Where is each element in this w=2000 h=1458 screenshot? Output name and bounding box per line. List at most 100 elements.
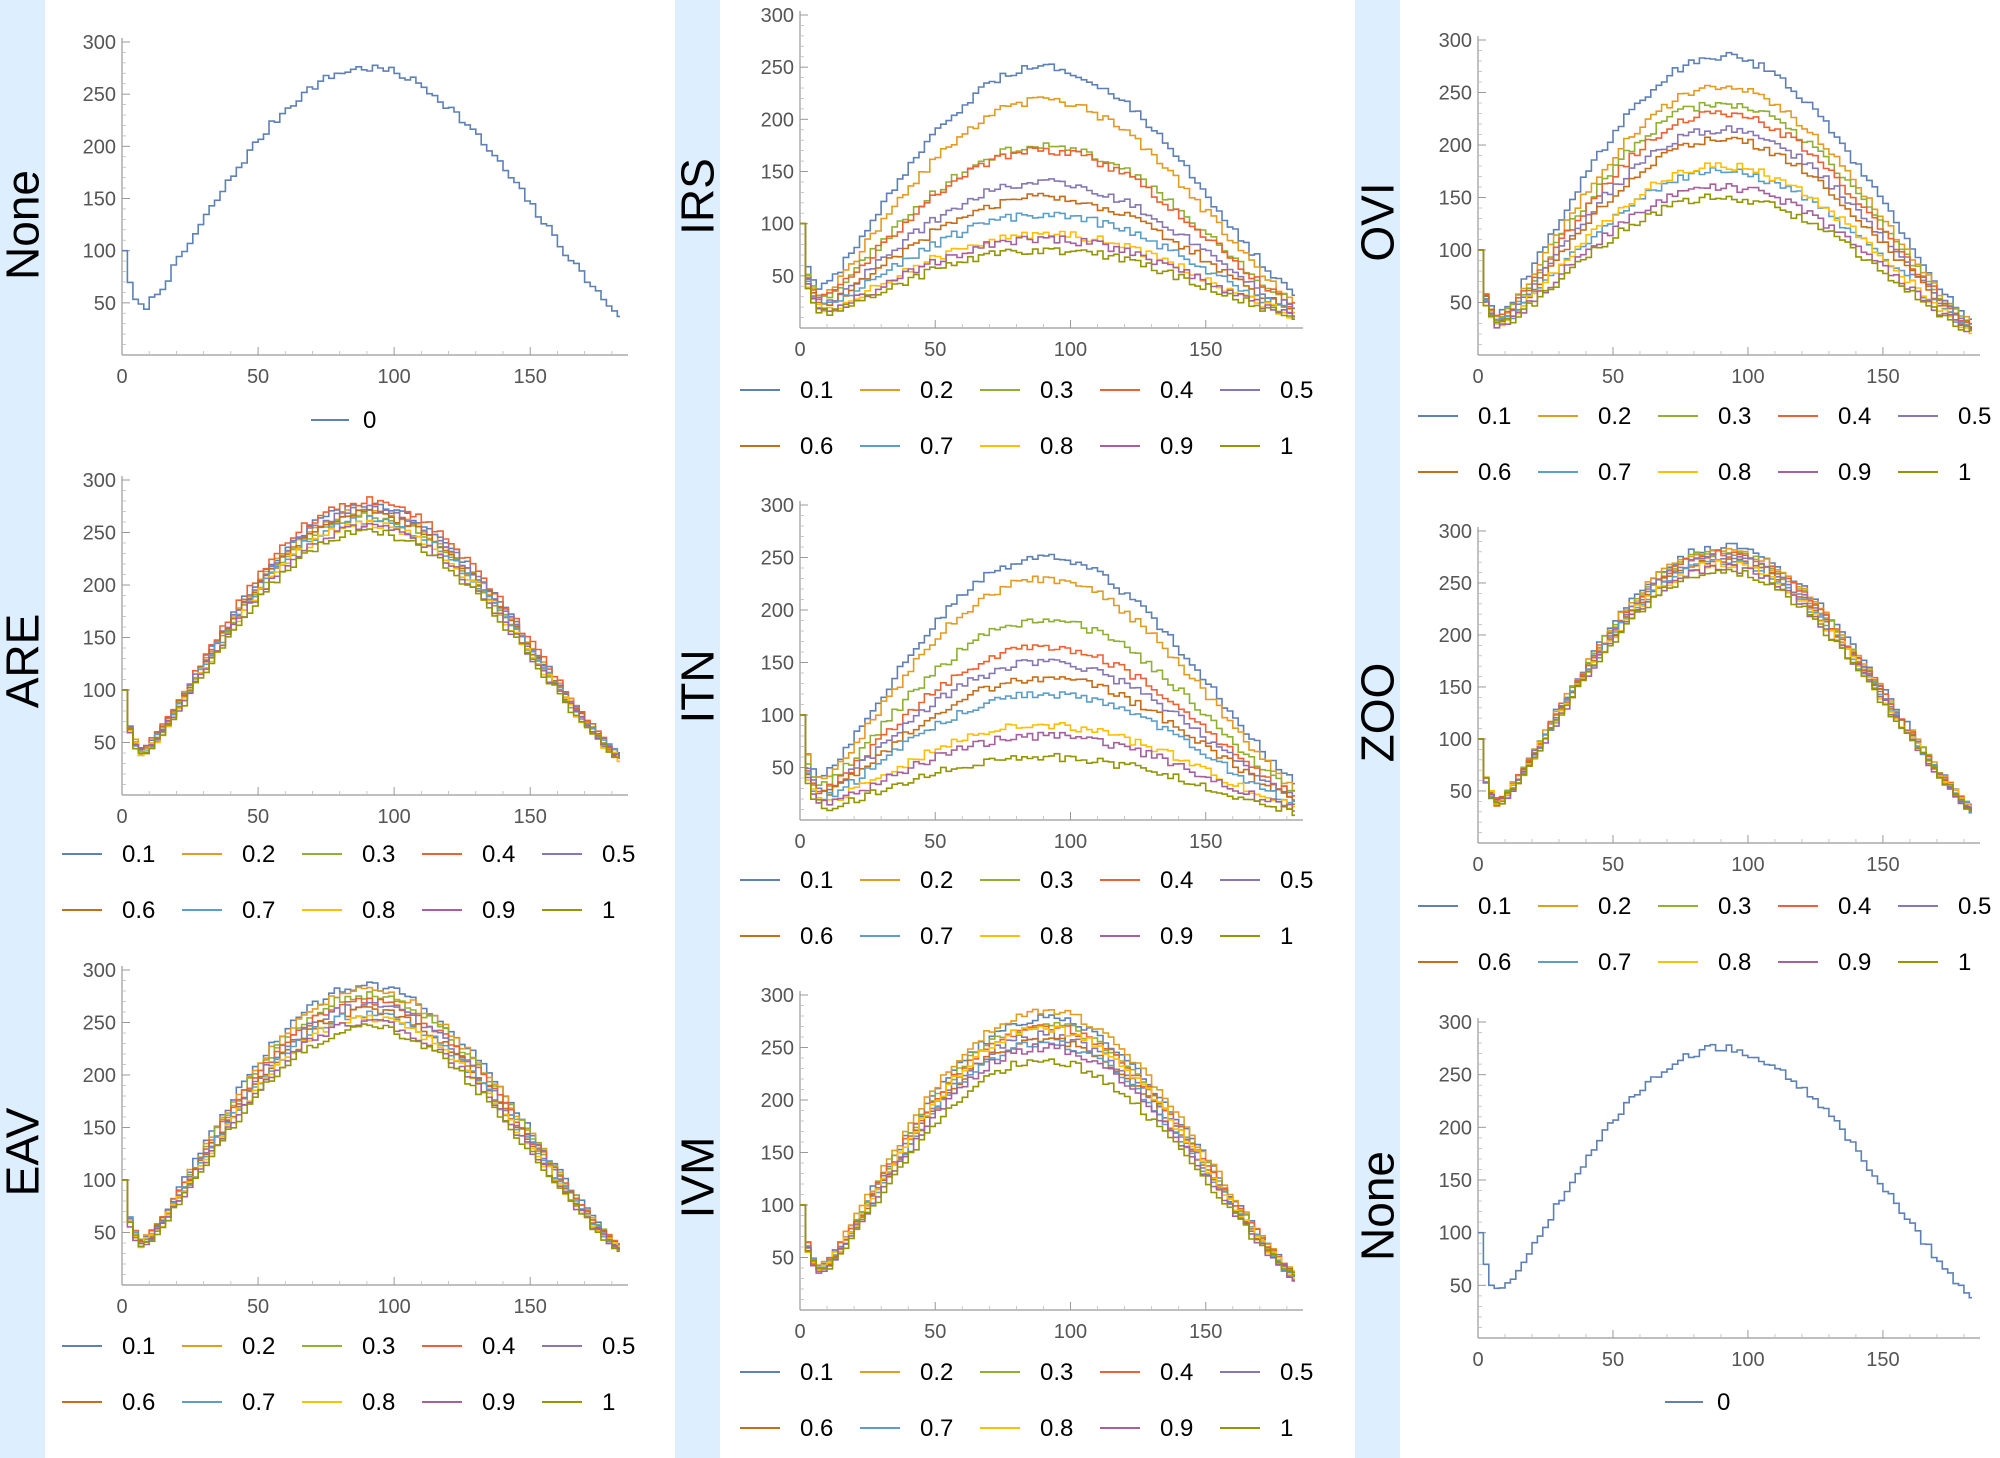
legend-label: 1 [1280, 433, 1293, 460]
series-line-0.3 [122, 991, 620, 1252]
y-tick-label: 200 [83, 136, 116, 158]
label-band-1 [675, 0, 720, 1458]
x-tick-label: 150 [1189, 339, 1222, 361]
y-tick-label: 250 [761, 548, 794, 570]
y-tick-label: 100 [1439, 240, 1472, 262]
legend-label: 0.6 [800, 1415, 833, 1442]
legend-label: 0.2 [1598, 403, 1631, 430]
label-band-2 [1355, 0, 1400, 1458]
row-label: ITN [672, 649, 724, 723]
series-line-0 [1478, 1043, 1972, 1299]
y-tick-label: 300 [761, 495, 794, 517]
legend-label: 1 [1958, 949, 1971, 976]
series-line-0.1 [122, 981, 620, 1246]
series-line-1 [800, 222, 1295, 320]
legend-label: 0.7 [920, 1415, 953, 1442]
legend-label: 0 [363, 407, 376, 434]
series-line-0.3 [1478, 101, 1972, 328]
series-line-0.4 [1478, 549, 1972, 806]
series-line-0.6 [800, 1037, 1295, 1274]
chart-panel-5: IVM 50 100 150 200 250 300 0 50 100 150 0.1 0.2 0.3 0.… [672, 985, 1314, 1442]
legend-label: 0.5 [1958, 893, 1991, 920]
series-line-0.4 [800, 1024, 1295, 1277]
x-tick-label: 50 [1602, 854, 1624, 876]
series-line-0.3 [1478, 549, 1972, 813]
series-line-1 [800, 714, 1295, 817]
y-tick-label: 100 [1439, 729, 1472, 751]
row-label: ARE [0, 614, 49, 709]
legend-label: 0.1 [1478, 403, 1511, 430]
legend-label: 0.1 [800, 867, 833, 894]
row-label: IVM [672, 1137, 724, 1219]
series-line-1 [1478, 568, 1972, 812]
series-line-0.7 [800, 1040, 1295, 1277]
series-line-1 [122, 528, 620, 759]
series-line-0.4 [1478, 110, 1972, 330]
series-line-0.5 [1478, 125, 1972, 327]
y-tick-label: 150 [761, 1143, 794, 1165]
x-tick-label: 150 [1866, 1349, 1899, 1371]
y-tick-label: 150 [761, 653, 794, 675]
x-tick-label: 0 [1472, 366, 1483, 388]
legend-label: 1 [602, 897, 615, 924]
y-tick-label: 200 [761, 1090, 794, 1112]
legend-label: 0.4 [1160, 1359, 1193, 1386]
x-tick-label: 0 [116, 1296, 127, 1318]
y-tick-label: 100 [1439, 1223, 1472, 1245]
y-tick-label: 200 [1439, 625, 1472, 647]
legend-label: 0.9 [1838, 459, 1871, 486]
series-line-0.7 [800, 691, 1295, 804]
series-line-0.8 [1478, 162, 1972, 335]
legend-label: 0.5 [1280, 377, 1313, 404]
legend-label: 0.6 [800, 433, 833, 460]
legend-label: 0.4 [1160, 867, 1193, 894]
y-tick-label: 100 [83, 241, 116, 263]
x-tick-label: 50 [924, 339, 946, 361]
y-tick-label: 150 [83, 189, 116, 211]
x-tick-label: 100 [377, 1296, 410, 1318]
y-tick-label: 300 [761, 985, 794, 1007]
series-line-0.7 [800, 211, 1295, 318]
series-line-0.2 [800, 96, 1295, 304]
row-label: IRS [672, 158, 724, 235]
x-tick-label: 150 [1866, 366, 1899, 388]
legend-label: 0.7 [1598, 949, 1631, 976]
chart-panel-6: OVI 50 100 150 200 250 300 0 50 100 150 0.1 0.2 0.3 0.… [1352, 30, 1992, 486]
y-tick-label: 250 [83, 523, 116, 545]
y-tick-label: 200 [761, 109, 794, 131]
y-tick-label: 150 [1439, 188, 1472, 210]
x-tick-label: 100 [1731, 1349, 1764, 1371]
legend-label: 0.9 [482, 1389, 515, 1416]
x-tick-label: 100 [1731, 366, 1764, 388]
legend-label: 0.8 [1040, 923, 1073, 950]
legend-label: 0.3 [1040, 867, 1073, 894]
series-line-0.9 [800, 714, 1295, 812]
series-line-0.8 [122, 1014, 620, 1249]
series-line-0.9 [122, 1018, 620, 1250]
x-tick-label: 50 [924, 1321, 946, 1343]
series-line-0.8 [1478, 559, 1972, 807]
y-tick-label: 250 [761, 57, 794, 79]
y-tick-label: 200 [83, 575, 116, 597]
legend-label: 0.5 [1280, 867, 1313, 894]
x-tick-label: 150 [514, 366, 547, 388]
y-tick-label: 250 [83, 84, 116, 106]
legend-label: 0.1 [1478, 893, 1511, 920]
legend-label: 0.4 [1160, 377, 1193, 404]
series-line-1 [122, 1023, 620, 1253]
y-tick-label: 100 [83, 680, 116, 702]
legend-label: 0.8 [1040, 1415, 1073, 1442]
series-line-0.5 [122, 1001, 620, 1249]
y-tick-label: 250 [83, 1013, 116, 1035]
x-tick-label: 150 [514, 1296, 547, 1318]
series-line-0.5 [800, 658, 1295, 801]
y-tick-label: 200 [1439, 1117, 1472, 1139]
y-tick-label: 100 [761, 705, 794, 727]
x-tick-label: 50 [924, 831, 946, 853]
legend-label: 0.4 [482, 841, 515, 868]
legend-label: 0.9 [1160, 923, 1193, 950]
series-line-1 [800, 1058, 1295, 1276]
chart-panel-7: ZOO 50 100 150 200 250 300 0 50 100 150 0.1 0.2 0.3 0.… [1352, 521, 1992, 976]
legend-label: 0.1 [800, 377, 833, 404]
